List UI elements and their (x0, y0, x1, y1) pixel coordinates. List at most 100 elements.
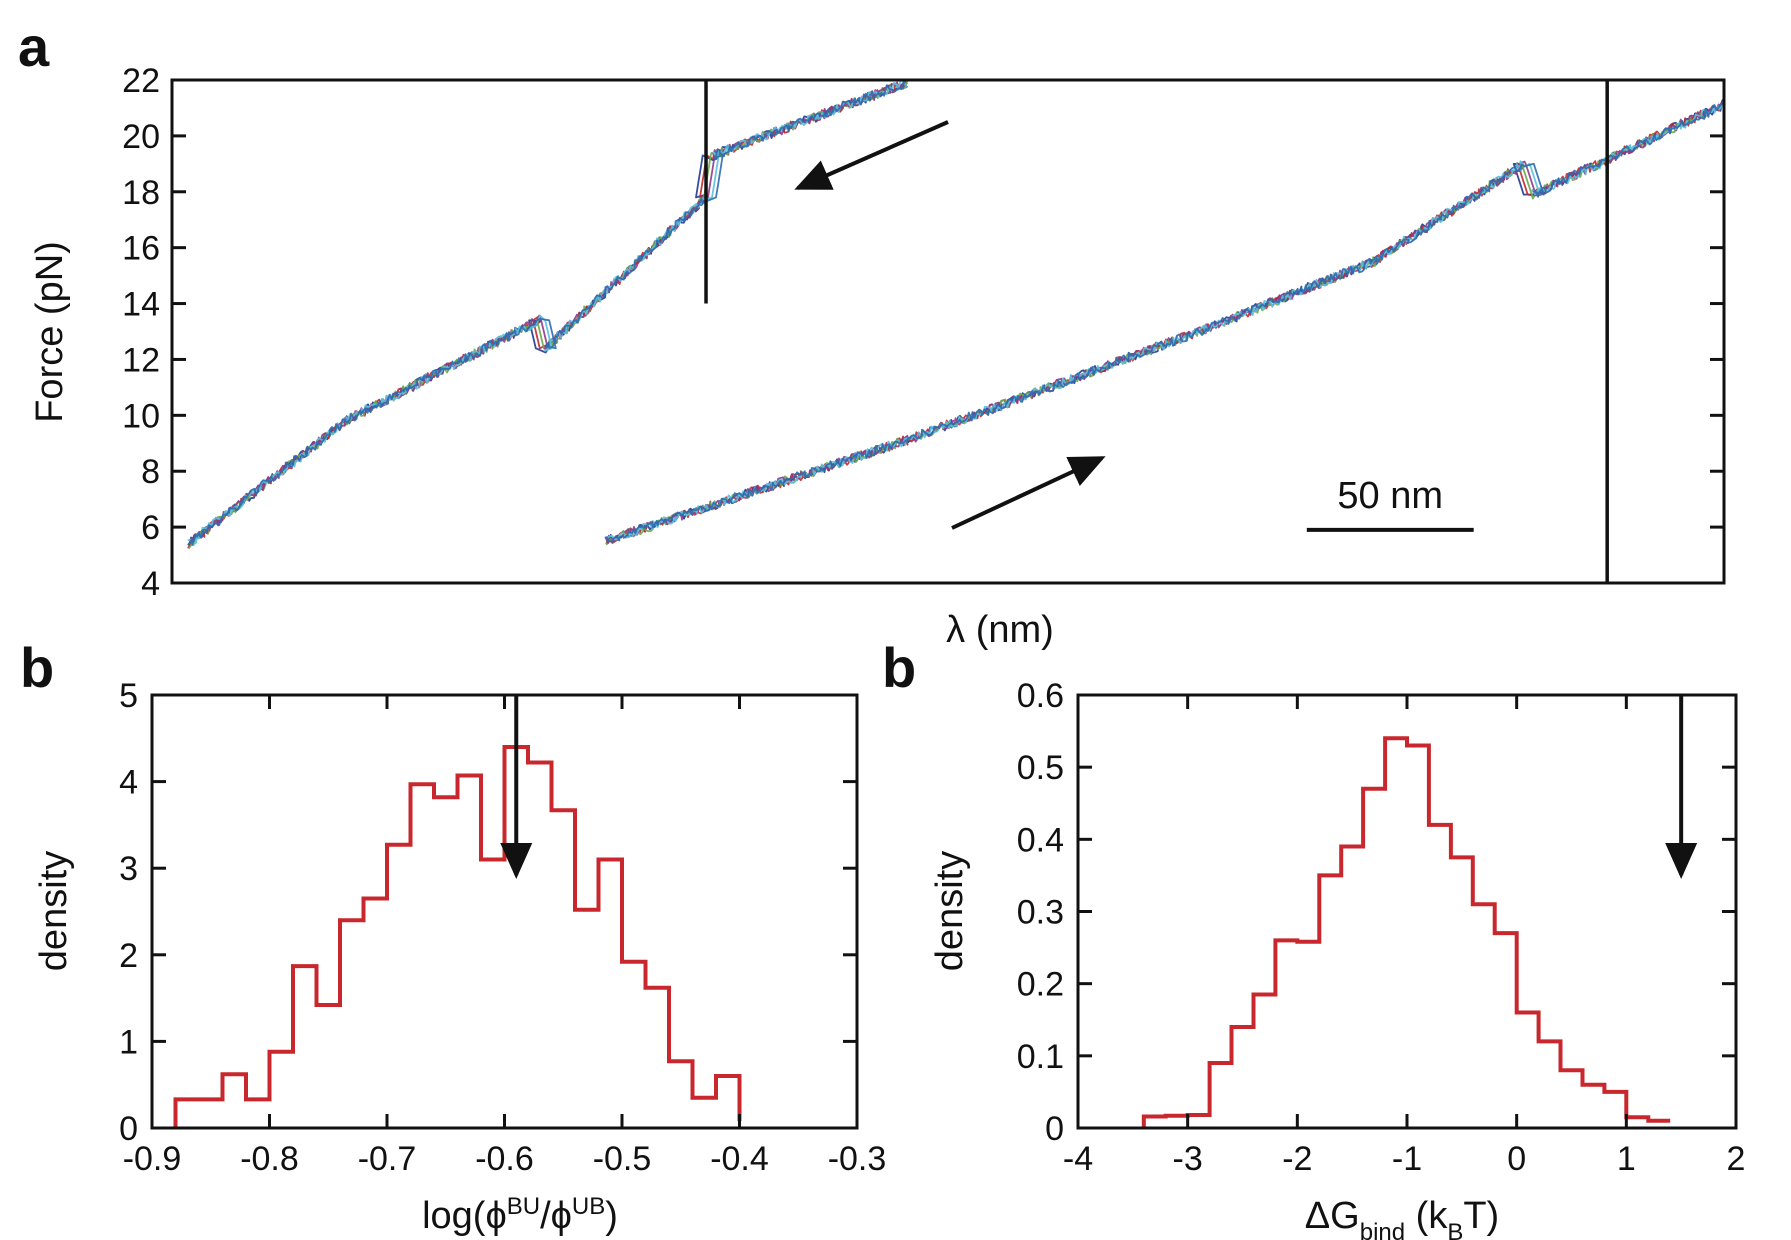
histogram-bin (340, 920, 364, 1128)
x-tick-label: -0.6 (475, 1140, 534, 1178)
histogram-bin (1210, 1063, 1232, 1128)
x-tick-label: -0.7 (358, 1140, 417, 1178)
panel-letter-a: a (18, 15, 50, 78)
histogram-bin (1407, 746, 1429, 1128)
histogram-step-line (173, 745, 742, 1128)
histogram-bin (1539, 1041, 1561, 1128)
panel-a-x-axis-label: λ (nm) (946, 609, 1054, 651)
x-tick-label: -3 (1173, 1140, 1203, 1178)
histogram-bin (1451, 857, 1473, 1128)
scale-bar-label: 50 nm (1337, 475, 1443, 517)
histogram-bin (1473, 904, 1495, 1128)
panel-b-right-y-axis-label: density (929, 851, 971, 971)
x-tick-label: -2 (1282, 1140, 1312, 1178)
y-tick-label: 1 (119, 1023, 138, 1061)
panel-letter-b-right: b (882, 636, 916, 699)
y-tick-label: 0.6 (1017, 677, 1064, 715)
y-tick-label: 18 (122, 174, 160, 212)
y-tick-label: 2 (119, 937, 138, 975)
histogram-bin (552, 810, 576, 1128)
histogram-bin (1495, 933, 1517, 1128)
y-tick-label: 20 (122, 118, 160, 156)
histogram-bin (176, 1099, 200, 1128)
y-tick-label: 5 (119, 677, 138, 715)
histogram-bin (622, 962, 646, 1128)
histogram-bin (1253, 994, 1275, 1128)
histogram-bin (1582, 1085, 1604, 1128)
histogram-bin (599, 860, 623, 1128)
histogram-bin (1561, 1070, 1583, 1128)
x-tick-label: -0.3 (828, 1140, 887, 1178)
y-tick-label: 14 (122, 286, 160, 324)
histogram-bin (575, 910, 599, 1128)
histogram-bin (1188, 1115, 1210, 1128)
x-tick-label: 0 (1507, 1140, 1526, 1178)
trace-relaxation-5 (187, 80, 906, 546)
histogram-bin (199, 1099, 223, 1128)
histogram-bin (693, 1098, 717, 1128)
trace-stretching-0 (606, 99, 1724, 543)
y-tick-label: 10 (122, 397, 160, 435)
histogram-bin (458, 776, 482, 1128)
histogram-bin (1319, 875, 1341, 1128)
histogram-bins (176, 747, 740, 1128)
x-tick-label: 2 (1727, 1140, 1746, 1178)
histogram-bin (1604, 1092, 1626, 1128)
y-tick-label: 4 (141, 565, 160, 603)
x-tick-label: -0.5 (593, 1140, 652, 1178)
y-tick-label: 3 (119, 850, 138, 888)
histogram-bin (1144, 1116, 1166, 1128)
panel-letter-b-left: b (20, 636, 54, 699)
trace-relaxation-3 (188, 81, 909, 542)
histogram-bin (1275, 940, 1297, 1128)
histogram-bin (1341, 847, 1363, 1128)
y-tick-label: 0.1 (1017, 1038, 1064, 1076)
x-tick-label: -4 (1063, 1140, 1093, 1178)
histogram-bin (528, 763, 552, 1128)
scale-bar: 50 nm (1306, 475, 1474, 532)
histogram-bin (434, 797, 458, 1128)
histogram-bin (1517, 1013, 1539, 1128)
panel-b-left-y-axis-label: density (33, 851, 75, 971)
histogram-bin (387, 845, 411, 1128)
histogram-bin (364, 899, 388, 1128)
panel-b-left-histogram: -0.9 -0.8 -0.7 -0.6 -0.5 -0.4 -0.3 0 1 2 3 4 5 log(ϕ… (33, 677, 886, 1237)
relaxation-arrow-icon (794, 120, 949, 190)
y-tick-label: 22 (122, 62, 160, 100)
y-tick-label: 0.2 (1017, 966, 1064, 1004)
histogram-bin (223, 1074, 247, 1128)
stretching-arrow-icon (951, 456, 1106, 530)
histogram-bin (317, 1005, 341, 1128)
histogram-bin (293, 966, 317, 1128)
y-tick-label: 4 (119, 764, 138, 802)
y-tick-label: 16 (122, 230, 160, 268)
y-tick-label: 12 (122, 341, 160, 379)
y-tick-label: 0.4 (1017, 821, 1064, 859)
histogram-bin (481, 860, 505, 1128)
panel-b-right-histogram: -4 -3 -2 -1 0 1 2 0 0.1 0.2 0.3 0.4 0.5 0.6 ΔGbind (k… (929, 677, 1745, 1240)
trace-stretching-1 (605, 102, 1724, 545)
y-tick-label: 0 (119, 1110, 138, 1148)
force-extension-traces (187, 80, 1724, 550)
histogram-step-line (1141, 736, 1671, 1128)
histogram-bin (411, 784, 435, 1128)
y-tick-label: 6 (141, 509, 160, 547)
histogram-bins (1144, 738, 1670, 1128)
y-tick-label: 0.3 (1017, 894, 1064, 932)
trace-stretching-5 (605, 102, 1724, 543)
histogram-bin (270, 1052, 294, 1128)
histogram-bin (716, 1076, 740, 1128)
histogram-bin (646, 988, 670, 1128)
panel-a-y-axis-label: Force (pN) (29, 241, 71, 423)
histogram-bin (246, 1099, 270, 1128)
trace-stretching-4 (606, 103, 1724, 541)
trace-stretching-2 (605, 101, 1724, 546)
panel-b-left-x-axis-label: log(ϕBU/ϕUB) (422, 1193, 618, 1237)
panel-b-left-ticks: -0.9 -0.8 -0.7 -0.6 -0.5 -0.4 -0.3 0 1 2 3 4 5 (119, 677, 886, 1178)
x-tick-label: -0.8 (240, 1140, 299, 1178)
panel-a-frame (170, 78, 1726, 585)
histogram-bin (1429, 825, 1451, 1128)
trace-relaxation-4 (187, 80, 908, 545)
x-tick-label: 1 (1617, 1140, 1636, 1178)
